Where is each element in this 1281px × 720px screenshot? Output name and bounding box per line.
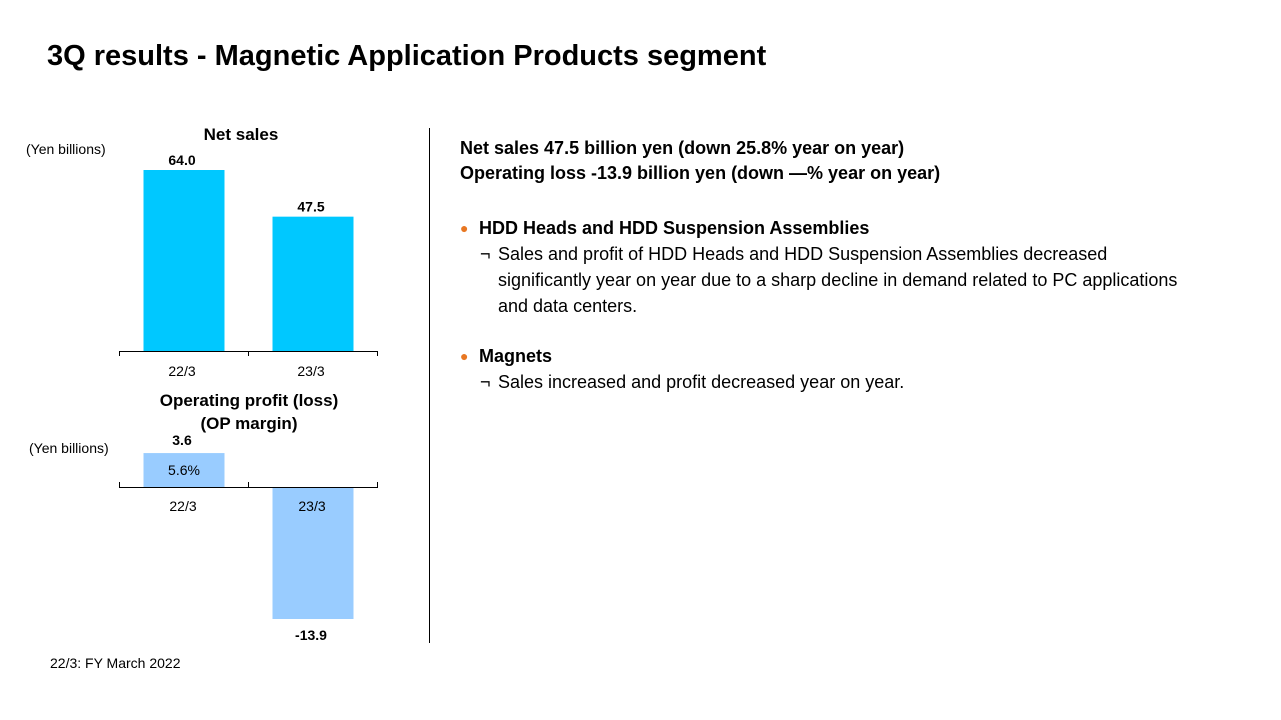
op-profit-subtitle: (OP margin): [201, 414, 298, 433]
sub-bullet-mark: ¬: [480, 372, 491, 392]
net-sales-bar: [143, 170, 225, 351]
op-profit-category-label: 22/3: [169, 498, 196, 514]
net-sales-unit: (Yen billions): [26, 141, 106, 157]
op-profit-title: Operating profit (loss): [160, 391, 339, 410]
op-profit-unit: (Yen billions): [29, 440, 109, 456]
bullet-dot-icon: ●: [460, 348, 469, 364]
charts-area: Net sales (Yen billions) 64.0 22/3 47.5 23/…: [26, 125, 378, 643]
op-profit-value-label: 3.6: [172, 432, 192, 448]
summary-block: Net sales 47.5 billion yen (down 25.8% y…: [460, 136, 940, 186]
op-profit-bar: [272, 488, 354, 619]
section-hdd: ● HDD Heads and HDD Suspension Assemblie…: [460, 215, 1178, 319]
net-sales-value-label: 47.5: [297, 199, 324, 215]
section-text: Sales and profit of HDD Heads and HDD Su…: [498, 244, 1178, 316]
section-heading: Magnets: [479, 346, 553, 366]
net-sales-chart: Net sales (Yen billions) 64.0 22/3 47.5 23/…: [26, 125, 378, 379]
op-margin-label: 5.6%: [168, 462, 200, 478]
op-profit-value-label: -13.9: [295, 627, 327, 643]
summary-operating-loss: Operating loss -13.9 billion yen (down —…: [460, 163, 941, 183]
net-sales-bar: [272, 216, 354, 351]
page-title: 3Q results - Magnetic Application Produc…: [47, 40, 767, 72]
net-sales-category-label: 23/3: [297, 363, 324, 379]
section-magnets: ● Magnets ¬ Sales increased and profit d…: [460, 343, 1178, 395]
op-profit-chart: Operating profit (loss) (OP margin) (Yen…: [29, 391, 378, 643]
net-sales-value-label: 64.0: [168, 152, 195, 168]
vertical-divider: [429, 128, 430, 643]
op-profit-category-label: 23/3: [298, 498, 325, 514]
section-heading: HDD Heads and HDD Suspension Assemblies: [479, 218, 870, 238]
bullet-dot-icon: ●: [460, 220, 469, 236]
net-sales-category-label: 22/3: [168, 363, 195, 379]
section-text: Sales increased and profit decreased yea…: [498, 372, 905, 392]
summary-net-sales: Net sales 47.5 billion yen (down 25.8% y…: [460, 138, 905, 158]
op-profit-bar: [143, 453, 225, 487]
net-sales-title: Net sales: [204, 125, 279, 144]
sub-bullet-mark: ¬: [480, 244, 491, 264]
footnote: 22/3: FY March 2022: [50, 655, 181, 671]
